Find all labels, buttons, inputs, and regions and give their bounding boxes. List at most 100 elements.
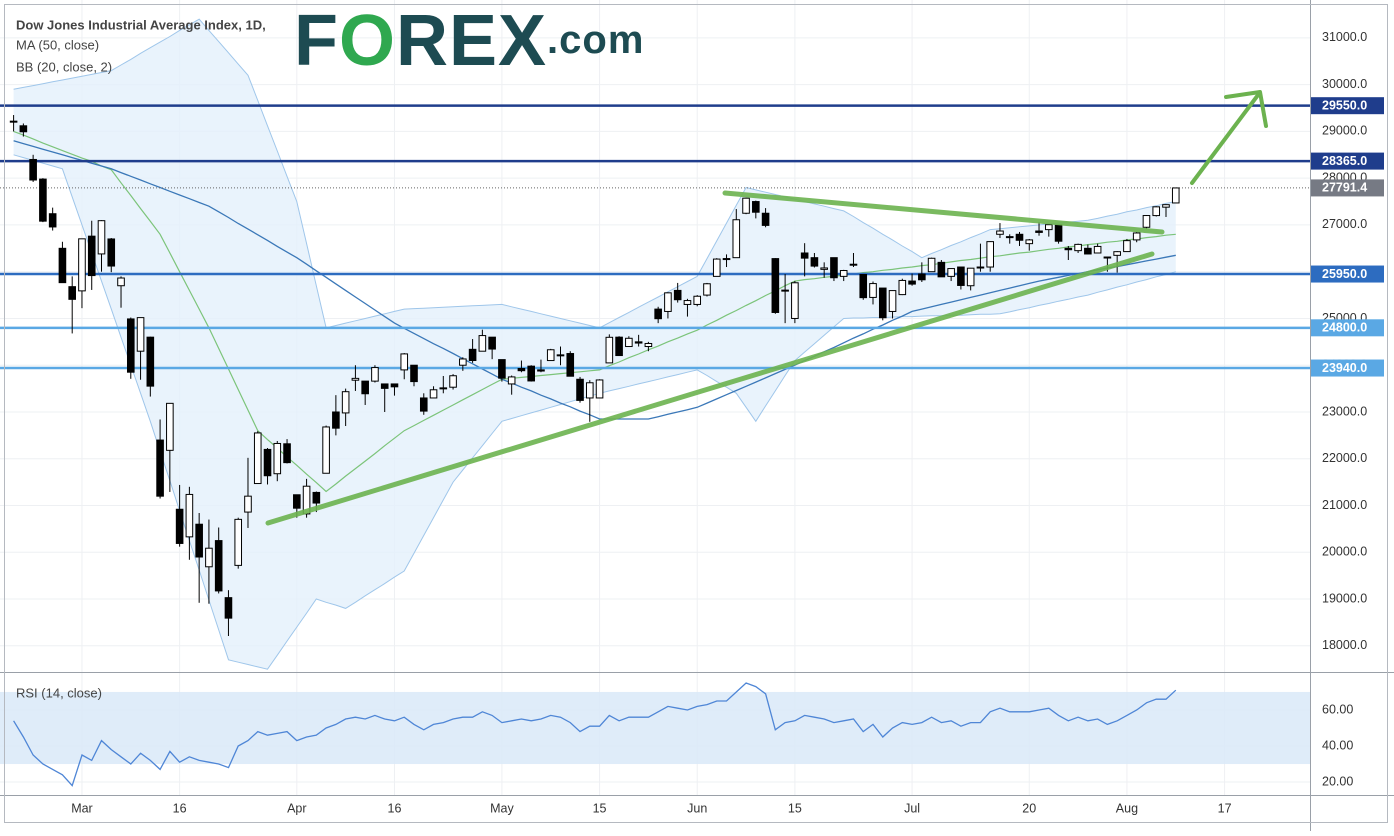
- candle-body: [156, 439, 164, 497]
- logo-text: REX: [396, 1, 547, 81]
- candle-body: [537, 369, 545, 372]
- candle-body: [605, 336, 614, 364]
- rsi-line: [13, 682, 1177, 787]
- candle-body: [595, 379, 604, 399]
- candle-body: [19, 125, 28, 133]
- candle-body: [449, 375, 457, 388]
- x-tick-label: Mar: [71, 801, 93, 815]
- candle-body: [166, 402, 174, 451]
- axis-labels: 18000.0 19000.0 20000.0 21000.0 22000.0 23000…: [71, 30, 1384, 815]
- y-tick-label: 20.00: [1322, 774, 1353, 788]
- level-label-box: [1311, 97, 1384, 115]
- candle-body: [322, 426, 330, 474]
- y-tick-label: 31000.0: [1322, 30, 1367, 44]
- y-tick-label: 29000.0: [1322, 124, 1367, 138]
- candle-body: [898, 279, 907, 296]
- candle-body: [224, 597, 233, 619]
- candle-body: [849, 263, 858, 266]
- candle-body: [752, 201, 760, 213]
- candle-body: [1152, 206, 1161, 217]
- candle-body: [527, 365, 535, 382]
- candle-body: [693, 295, 702, 305]
- candle-body: [1123, 240, 1131, 253]
- candle-body: [185, 493, 194, 538]
- candle-body: [986, 241, 995, 268]
- header: Dow Jones Industrial Average Index, 1D, …: [16, 1, 644, 700]
- candle-body: [468, 348, 477, 362]
- candle-body: [546, 349, 555, 362]
- candle-body: [556, 354, 565, 357]
- candle-body: [585, 382, 594, 399]
- candle-body: [1005, 236, 1014, 239]
- candle-body: [703, 283, 711, 296]
- arrow: [1190, 93, 1260, 185]
- candle-body: [830, 257, 838, 279]
- candle-body: [1044, 224, 1053, 231]
- y-tick-label: 21000.0: [1322, 498, 1367, 512]
- chart-title: Dow Jones Industrial Average Index, 1D,: [16, 17, 266, 32]
- candle-body: [429, 389, 438, 399]
- candle-body: [78, 238, 86, 292]
- y-tick-label: 60.00: [1322, 702, 1353, 716]
- candle-body: [97, 220, 106, 255]
- legend-entry: BB (20, close, 2): [16, 59, 112, 74]
- level-label-box: [1311, 265, 1384, 283]
- level-label-box: [1311, 152, 1384, 170]
- y-tick-label: 22000.0: [1322, 451, 1367, 465]
- logo: FOREX.com: [294, 1, 644, 81]
- candle-body: [459, 358, 467, 366]
- y-tick-label: 27000.0: [1322, 217, 1367, 231]
- candle-body: [566, 353, 575, 377]
- level-label-box: [1311, 319, 1384, 337]
- last-price-box: [1311, 179, 1384, 197]
- candle-body: [48, 213, 57, 228]
- candle-body: [683, 300, 692, 305]
- candle-body: [361, 380, 369, 395]
- trendline: [265, 251, 1155, 526]
- candle-body: [136, 317, 145, 352]
- candle-body: [312, 491, 321, 504]
- candle-body: [1054, 224, 1063, 242]
- x-tick-label: 20: [1022, 801, 1036, 815]
- candle-body: [390, 383, 399, 388]
- candle-body: [712, 258, 721, 277]
- candle-body: [332, 411, 340, 429]
- candle-body: [1015, 233, 1024, 241]
- candle-body: [507, 376, 516, 385]
- legend-entry: MA (50, close): [16, 37, 99, 52]
- candle-body: [380, 383, 389, 389]
- candle-body: [800, 252, 809, 259]
- candle-body: [39, 178, 47, 222]
- candle-body: [58, 247, 67, 284]
- candle-body: [839, 270, 848, 277]
- candle-body: [263, 448, 272, 477]
- x-tick-label: 16: [173, 801, 187, 815]
- candle-body: [478, 335, 487, 352]
- trendline: [722, 190, 1165, 235]
- candle-body: [439, 387, 448, 390]
- candle-body: [68, 286, 76, 300]
- candle-body: [283, 443, 291, 464]
- candle-body: [722, 258, 731, 261]
- candle-body: [634, 341, 643, 344]
- candle-body: [302, 485, 311, 515]
- candle-body: [664, 292, 672, 312]
- candle-body: [810, 257, 819, 267]
- candle-body: [351, 377, 360, 381]
- y-tick-label: 20000.0: [1322, 545, 1367, 559]
- y-tick-label: 19000.0: [1322, 591, 1367, 605]
- candle-body: [1132, 232, 1141, 241]
- x-tick-label: Jul: [904, 801, 920, 815]
- candle-body: [293, 494, 301, 509]
- x-tick-label: Apr: [287, 801, 306, 815]
- candle-body: [29, 158, 37, 181]
- x-tick-label: 17: [1218, 801, 1232, 815]
- candle-body: [419, 397, 428, 412]
- x-tick-label: Aug: [1116, 801, 1138, 815]
- candle-body: [126, 318, 135, 373]
- price-axis: [1311, 0, 1394, 831]
- candle-body: [927, 257, 936, 273]
- x-tick-label: Jun: [687, 801, 707, 815]
